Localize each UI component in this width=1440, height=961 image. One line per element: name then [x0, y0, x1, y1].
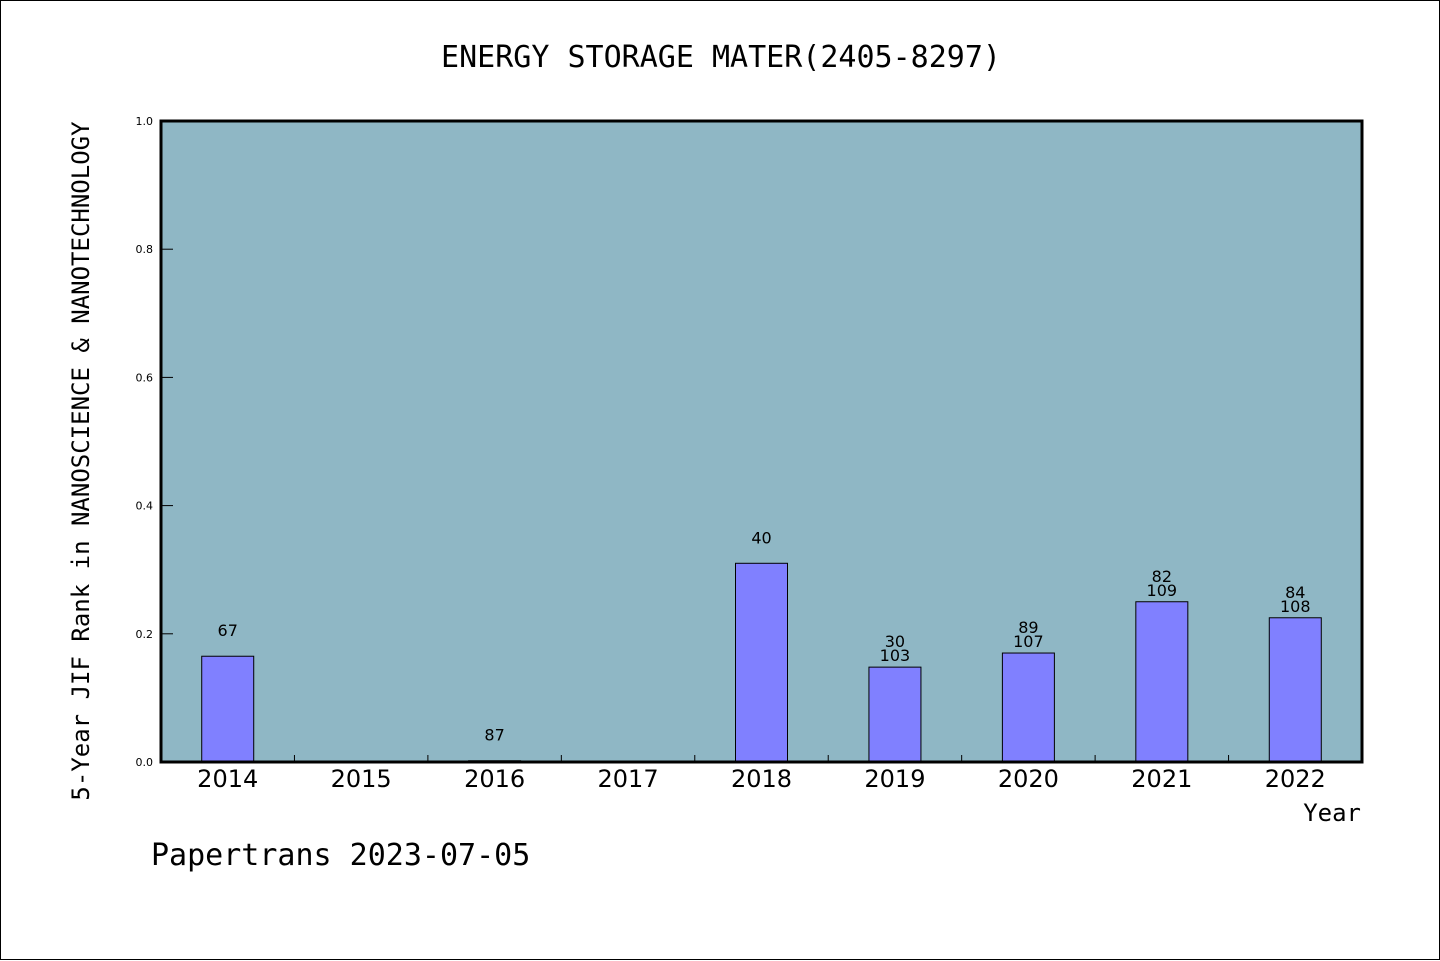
y-axis-label: 5-Year JIF Rank in NANOSCIENCE & NANOTEC… — [67, 121, 95, 801]
y-axis: 0.0 0.2 0.4 0.6 0.8 1.0 — [136, 115, 173, 769]
x-tick-label: 2018 — [731, 765, 792, 793]
y-tick-label: 0.0 — [136, 756, 154, 769]
x-tick-label: 2020 — [998, 765, 1059, 793]
bar-value-label: 107 — [1013, 632, 1044, 651]
x-tick-label: 2022 — [1265, 765, 1326, 793]
x-tick-label: 2021 — [1131, 765, 1192, 793]
x-tick-label: 2016 — [464, 765, 525, 793]
bar-value-label: 89 — [1018, 618, 1038, 637]
bar-value-label: 40 — [751, 528, 771, 547]
bar-value-label: 87 — [484, 726, 504, 745]
bar — [868, 666, 922, 763]
y-tick-label: 0.2 — [136, 628, 154, 641]
bar — [1135, 601, 1189, 763]
plot-border — [159, 119, 1364, 764]
chart-title: ENERGY STORAGE MATER(2405-8297) — [441, 40, 1001, 75]
bar-value-label: 67 — [218, 621, 238, 640]
bar — [1268, 617, 1322, 763]
bar-value-label: 82 — [1152, 567, 1172, 586]
y-tick-label: 1.0 — [136, 115, 154, 128]
y-tick-label: 0.4 — [136, 500, 154, 513]
x-tick-label: 2014 — [197, 765, 258, 793]
x-axis: 2014 2015 2016 2017 2018 2019 2020 2021 2022 — [197, 755, 1326, 793]
bar-series — [201, 562, 1322, 763]
bar-value-label: 103 — [880, 646, 911, 665]
bar — [201, 655, 255, 763]
y-tick-label: 0.6 — [136, 371, 154, 384]
watermark-text: Papertrans 2023-07-05 — [151, 838, 530, 873]
x-axis-label: Year — [1303, 799, 1361, 827]
x-tick-label: 2017 — [598, 765, 659, 793]
bar — [1001, 652, 1055, 763]
y-tick-label: 0.8 — [136, 243, 154, 256]
bar-value-label: 84 — [1285, 583, 1305, 602]
x-tick-label: 2019 — [864, 765, 925, 793]
bar — [735, 562, 788, 763]
bar-value-label: 109 — [1147, 581, 1178, 600]
bar-value-label: 108 — [1280, 597, 1311, 616]
bar-value-label: 30 — [885, 632, 905, 651]
x-tick-label: 2015 — [331, 765, 392, 793]
